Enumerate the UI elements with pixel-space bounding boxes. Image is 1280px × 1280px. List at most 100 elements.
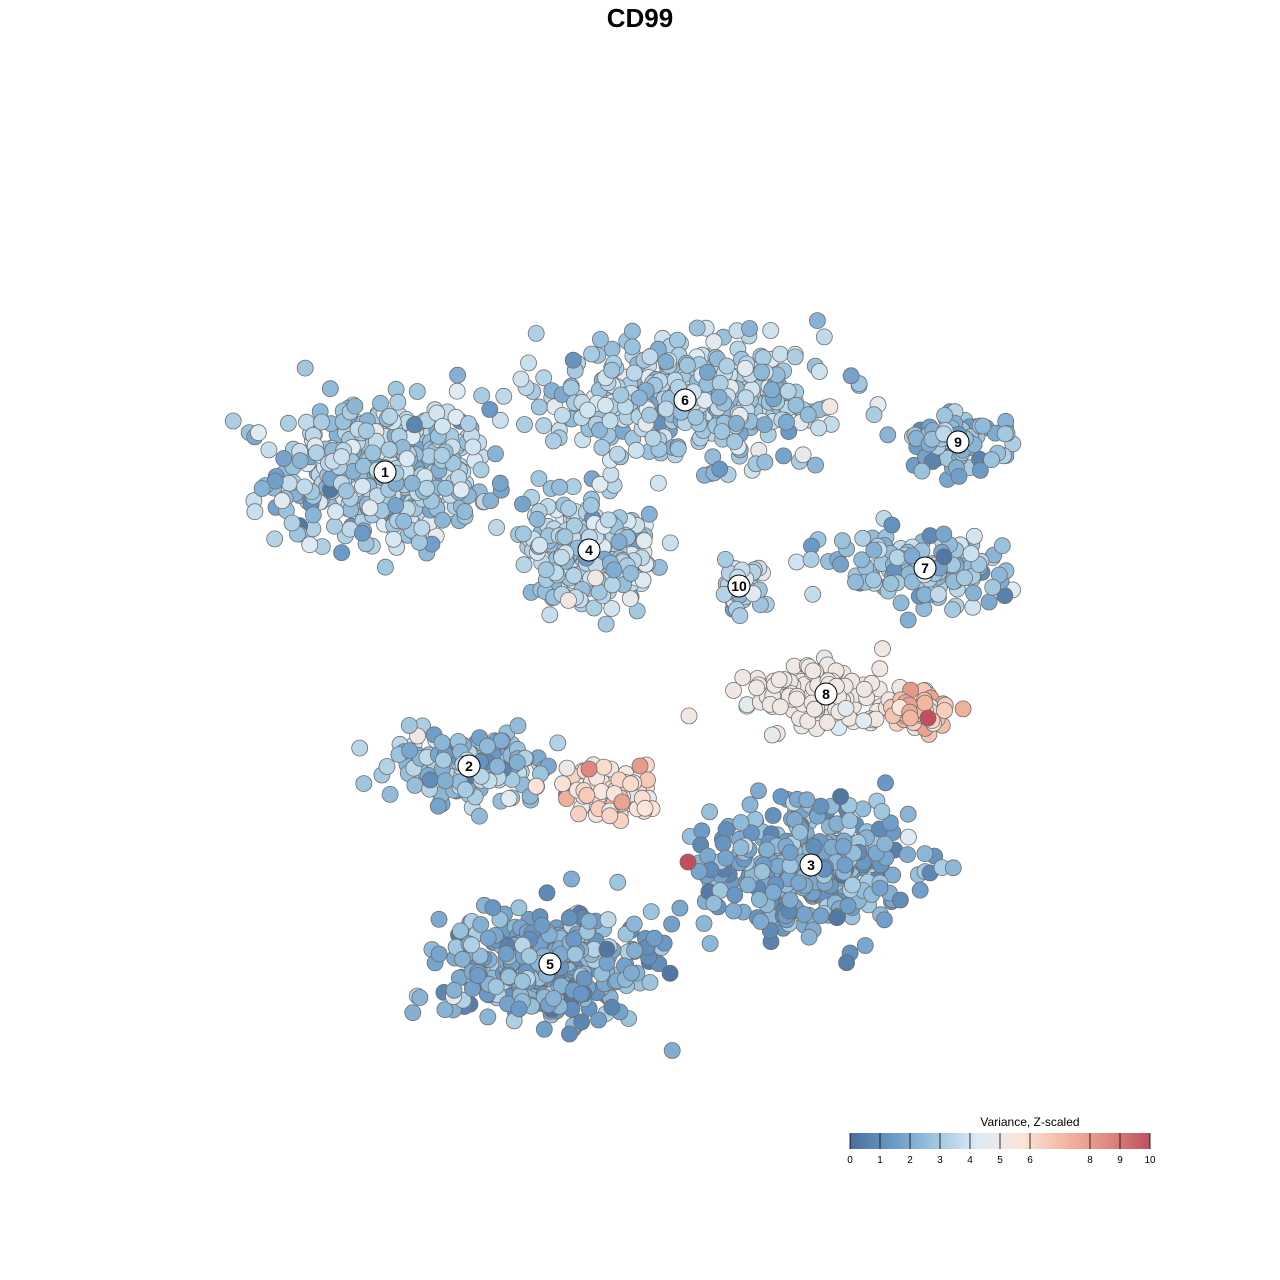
data-point-cluster-7 xyxy=(962,545,980,562)
data-point-cluster-3 xyxy=(836,856,854,874)
data-point-cluster-1 xyxy=(403,474,421,492)
cluster-label-badge xyxy=(799,853,823,877)
data-point-cluster-6 xyxy=(627,441,645,459)
data-point-cluster-7 xyxy=(865,571,882,589)
data-point-cluster-3 xyxy=(726,886,744,904)
cluster-label-text: 3 xyxy=(807,857,815,873)
data-point-cluster-6 xyxy=(799,406,817,424)
data-point-cluster-3 xyxy=(758,841,776,859)
data-point-cluster-1 xyxy=(308,444,325,462)
data-point-cluster-3 xyxy=(834,838,852,855)
data-point-cluster-10 xyxy=(717,551,734,568)
data-point-cluster-3 xyxy=(854,800,872,818)
data-point-cluster-1 xyxy=(364,444,382,462)
data-point-cluster-6 xyxy=(821,398,839,416)
data-point-cluster-1 xyxy=(357,422,375,440)
data-point-cluster-1 xyxy=(353,524,371,542)
data-point-cluster-6 xyxy=(602,465,620,483)
data-point-cluster-1 xyxy=(381,407,399,425)
data-point-cluster-3 xyxy=(838,954,855,972)
data-point-cluster-3 xyxy=(790,874,808,892)
data-point-cluster-6 xyxy=(597,396,614,414)
data-point-cluster-3 xyxy=(900,828,917,846)
data-point-cluster-8 xyxy=(804,662,822,680)
cluster-label-badge xyxy=(673,388,697,412)
data-point-cluster-1 xyxy=(296,478,313,496)
cluster-label-1: 1 xyxy=(373,460,397,484)
data-point-cluster-3 xyxy=(753,863,771,880)
data-point-cluster-5 xyxy=(469,967,487,984)
data-point-cluster-1 xyxy=(385,530,403,548)
data-point-cluster-3 xyxy=(690,863,708,880)
data-point-cluster-3 xyxy=(911,881,929,899)
data-point-cluster-4 xyxy=(551,478,568,496)
data-point-cluster-4 xyxy=(528,510,546,528)
data-point-cluster-6 xyxy=(763,381,781,399)
data-point-cluster-5 xyxy=(472,916,490,933)
data-point-cluster-5 xyxy=(479,929,497,947)
data-point-cluster-3 xyxy=(764,883,782,901)
data-point-cluster-4 xyxy=(565,567,583,585)
cluster-label-7: 7 xyxy=(913,556,937,580)
data-point-cluster-4 xyxy=(621,590,639,607)
cluster-label-badge xyxy=(913,556,937,580)
data-point-highlight xyxy=(679,853,697,871)
data-point-cluster-6 xyxy=(786,348,804,366)
data-point-cluster-6 xyxy=(710,388,728,406)
data-point-cluster-5 xyxy=(590,1011,607,1029)
data-point-cluster-3 xyxy=(795,906,813,923)
data-point-cluster-7 xyxy=(853,551,871,569)
colorbar-tick-label: 2 xyxy=(907,1155,913,1166)
data-point-cluster-6 xyxy=(741,320,758,337)
data-point-cluster-2 xyxy=(378,758,396,775)
cluster-label-text: 9 xyxy=(954,434,962,450)
data-point-cluster-6 xyxy=(583,345,600,363)
data-point-cluster-2 xyxy=(509,717,527,735)
data-point-cluster-9 xyxy=(913,462,931,480)
data-point-cluster-4 xyxy=(531,536,549,554)
data-point-high xyxy=(570,805,587,823)
data-point-cluster-1 xyxy=(273,492,291,510)
data-point-cluster-4 xyxy=(537,561,555,579)
data-point-cluster-1 xyxy=(460,415,477,433)
data-point-cluster-9 xyxy=(924,453,941,470)
data-point-cluster-8 xyxy=(855,712,873,730)
data-point-cluster-6 xyxy=(527,324,545,342)
cluster-label-text: 5 xyxy=(546,956,554,972)
data-point-cluster-8 xyxy=(818,714,836,731)
data-point-cluster-1 xyxy=(434,511,451,529)
data-point-cluster-9 xyxy=(972,461,989,479)
data-point-cluster-3 xyxy=(899,805,917,823)
data-point-highlight xyxy=(631,757,649,775)
data-point-cluster-7 xyxy=(966,527,983,545)
data-point-high xyxy=(936,702,953,719)
data-point-cluster-5 xyxy=(599,911,617,929)
data-point-cluster-4 xyxy=(560,592,577,609)
data-point-cluster-6 xyxy=(711,374,729,392)
data-point-cluster-4 xyxy=(622,565,640,582)
data-point-cluster-2 xyxy=(436,772,454,790)
data-point-cluster-1 xyxy=(472,461,490,479)
data-point-cluster-7 xyxy=(882,575,900,592)
data-point-cluster-1 xyxy=(260,441,278,459)
data-point-cluster-6 xyxy=(530,398,548,416)
data-point-cluster-6 xyxy=(807,456,824,474)
data-point-cluster-3 xyxy=(732,814,750,831)
data-point-cluster-2 xyxy=(381,786,399,803)
data-point-cluster-8 xyxy=(680,707,698,725)
data-point-high xyxy=(901,709,919,727)
data-point-cluster-3 xyxy=(714,835,732,852)
data-point-cluster-8 xyxy=(837,700,855,717)
data-point-cluster-1 xyxy=(398,450,416,468)
data-point-cluster-6 xyxy=(516,416,533,433)
data-point-cluster-6 xyxy=(811,363,828,380)
data-point-cluster-8 xyxy=(748,679,766,697)
data-point-cluster-1 xyxy=(253,480,271,497)
data-point-cluster-3 xyxy=(876,911,893,929)
colorbar-title: Variance, Z-scaled xyxy=(980,1115,1079,1129)
data-point-cluster-7 xyxy=(802,551,820,568)
data-point-cluster-3 xyxy=(671,899,689,917)
data-point-cluster-4 xyxy=(556,528,574,546)
data-point-cluster-1 xyxy=(346,397,364,415)
data-point-cluster-5 xyxy=(580,912,598,930)
